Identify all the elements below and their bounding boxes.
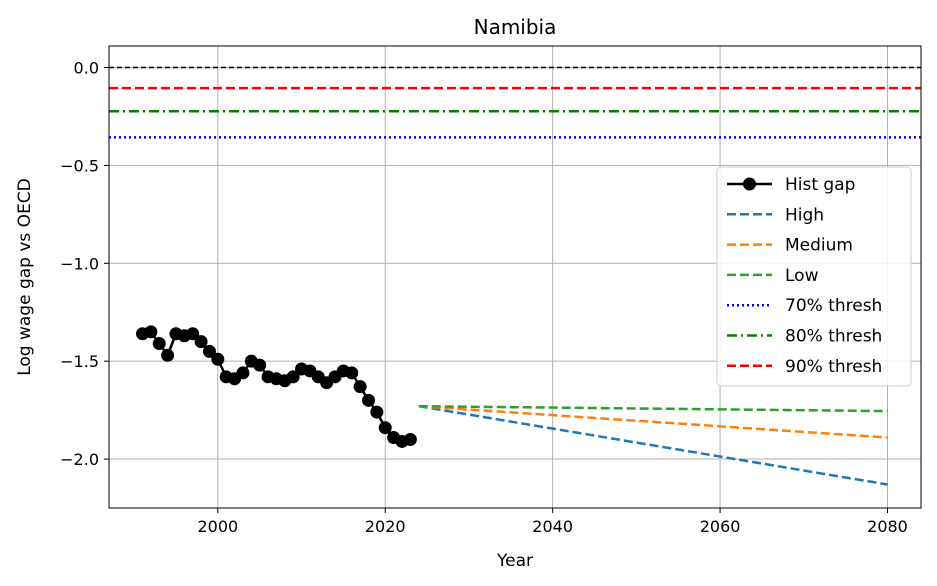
hist-gap-point (378, 421, 392, 435)
plot-frame (108, 45, 922, 509)
axis-ticks: 2000 2020 2040 2060 2080 0.0 −0.5 −1.0 −1.5 −2.0 (60, 59, 908, 536)
hist-gap-point (403, 432, 417, 446)
legend-label: 70% thresh (785, 296, 882, 316)
series-low-line (418, 404, 888, 413)
legend-label: 90% thresh (785, 357, 882, 377)
legend: Hist gap High Medium Low 70% thresh 80% thres… (716, 166, 912, 387)
x-tick-label: 2000 (197, 517, 238, 536)
chart-title: Namibia (474, 15, 557, 39)
plot-area (109, 66, 921, 486)
legend-box (716, 166, 912, 387)
hist-gap-point (345, 366, 359, 380)
y-tick-label: −0.5 (60, 156, 99, 175)
x-tick-label: 2080 (867, 517, 908, 536)
hist-gap-point (202, 344, 216, 358)
legend-label: Medium (785, 236, 853, 256)
legend-label: 80% thresh (785, 327, 882, 347)
hist-gap-point (144, 325, 158, 339)
y-axis-label: Log wage gap vs OECD (15, 178, 35, 376)
hist-gap-point (253, 358, 267, 372)
hist-gap-point (161, 348, 175, 362)
hist-gap-point (353, 380, 367, 394)
hist-gap-point (211, 352, 225, 366)
y-tick-label: −1.5 (60, 352, 99, 371)
x-axis-label: Year (496, 551, 533, 571)
hist-gap-point (152, 337, 166, 351)
x-tick-label: 2040 (532, 517, 573, 536)
x-tick-label: 2060 (700, 517, 741, 536)
y-tick-label: −2.0 (60, 450, 99, 469)
hist-gap-point (362, 393, 376, 407)
x-tick-label: 2020 (365, 517, 406, 536)
y-tick-label: −1.0 (60, 254, 99, 273)
series-high-line (418, 404, 888, 486)
y-tick-label: 0.0 (74, 59, 99, 78)
legend-label: High (785, 205, 824, 225)
legend-marker (743, 177, 756, 191)
hist-gap-point (194, 335, 208, 349)
hist-gap-point (186, 327, 200, 341)
legend-label: Hist gap (785, 175, 855, 195)
hist-gap-point (236, 366, 250, 380)
hist-gap-point (370, 405, 384, 419)
legend-label: Low (785, 266, 819, 286)
hist-gap-point (286, 370, 300, 384)
hist-gap-line (142, 330, 411, 443)
series-medium-line (418, 404, 888, 439)
